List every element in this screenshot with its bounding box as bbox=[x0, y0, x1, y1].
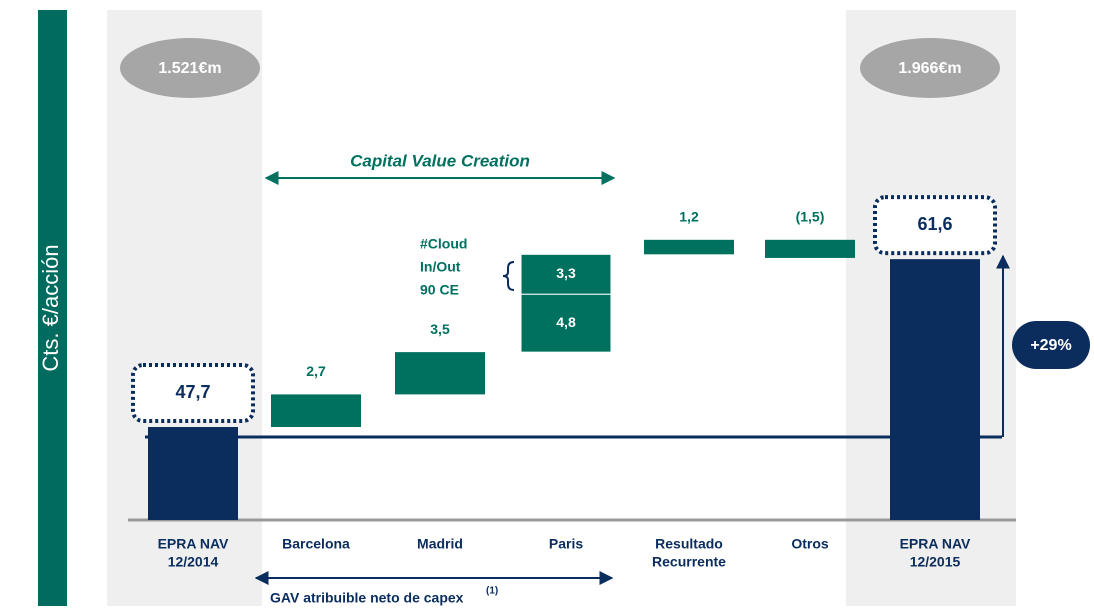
x-tick-label: Recurrente bbox=[652, 554, 726, 570]
x-tick-label: EPRA NAV bbox=[900, 536, 971, 552]
x-tick-label: 12/2015 bbox=[910, 554, 961, 570]
bracket-label: GAV atribuible neto de capex bbox=[270, 590, 464, 606]
segment-note: #Cloud bbox=[420, 236, 467, 252]
side-band bbox=[38, 10, 67, 606]
growth-label: +29% bbox=[1030, 337, 1071, 354]
bar bbox=[890, 259, 980, 520]
value-label: 47,7 bbox=[175, 382, 210, 402]
value-label: (1,5) bbox=[796, 209, 825, 225]
footnote-ref: (1) bbox=[486, 586, 498, 597]
total-eur: 1.521€m bbox=[158, 60, 221, 77]
value-label: 61,6 bbox=[917, 214, 952, 234]
bar bbox=[271, 394, 361, 428]
bar bbox=[520, 253, 612, 295]
value-label: 4,8 bbox=[556, 314, 576, 330]
x-tick-label: Barcelona bbox=[282, 536, 350, 552]
bracket-label: Capital Value Creation bbox=[350, 151, 530, 170]
bar bbox=[765, 239, 855, 258]
value-label: 1,2 bbox=[679, 209, 699, 225]
bar bbox=[395, 352, 485, 395]
x-tick-label: Otros bbox=[791, 536, 829, 552]
brace bbox=[502, 261, 515, 291]
label-box bbox=[131, 363, 255, 424]
value-label: 2,7 bbox=[306, 363, 326, 379]
x-tick-label: 12/2014 bbox=[168, 554, 219, 570]
total-bubble bbox=[120, 38, 260, 98]
y-axis-label: Cts. €/acción bbox=[38, 244, 63, 371]
label-box bbox=[873, 195, 997, 256]
bar bbox=[520, 293, 612, 353]
growth-pill bbox=[1012, 321, 1090, 369]
total-bubble bbox=[860, 38, 1000, 98]
x-tick-label: EPRA NAV bbox=[158, 536, 229, 552]
bar bbox=[644, 239, 734, 255]
segment-note: 90 CE bbox=[420, 282, 459, 298]
x-tick-label: Paris bbox=[549, 536, 583, 552]
total-eur: 1.966€m bbox=[898, 60, 961, 77]
bar bbox=[148, 427, 238, 520]
value-label: 3,3 bbox=[556, 265, 576, 281]
x-tick-label: Resultado bbox=[655, 536, 723, 552]
value-label: 3,5 bbox=[430, 321, 450, 337]
x-tick-label: Madrid bbox=[417, 536, 463, 552]
segment-note: In/Out bbox=[420, 259, 461, 275]
